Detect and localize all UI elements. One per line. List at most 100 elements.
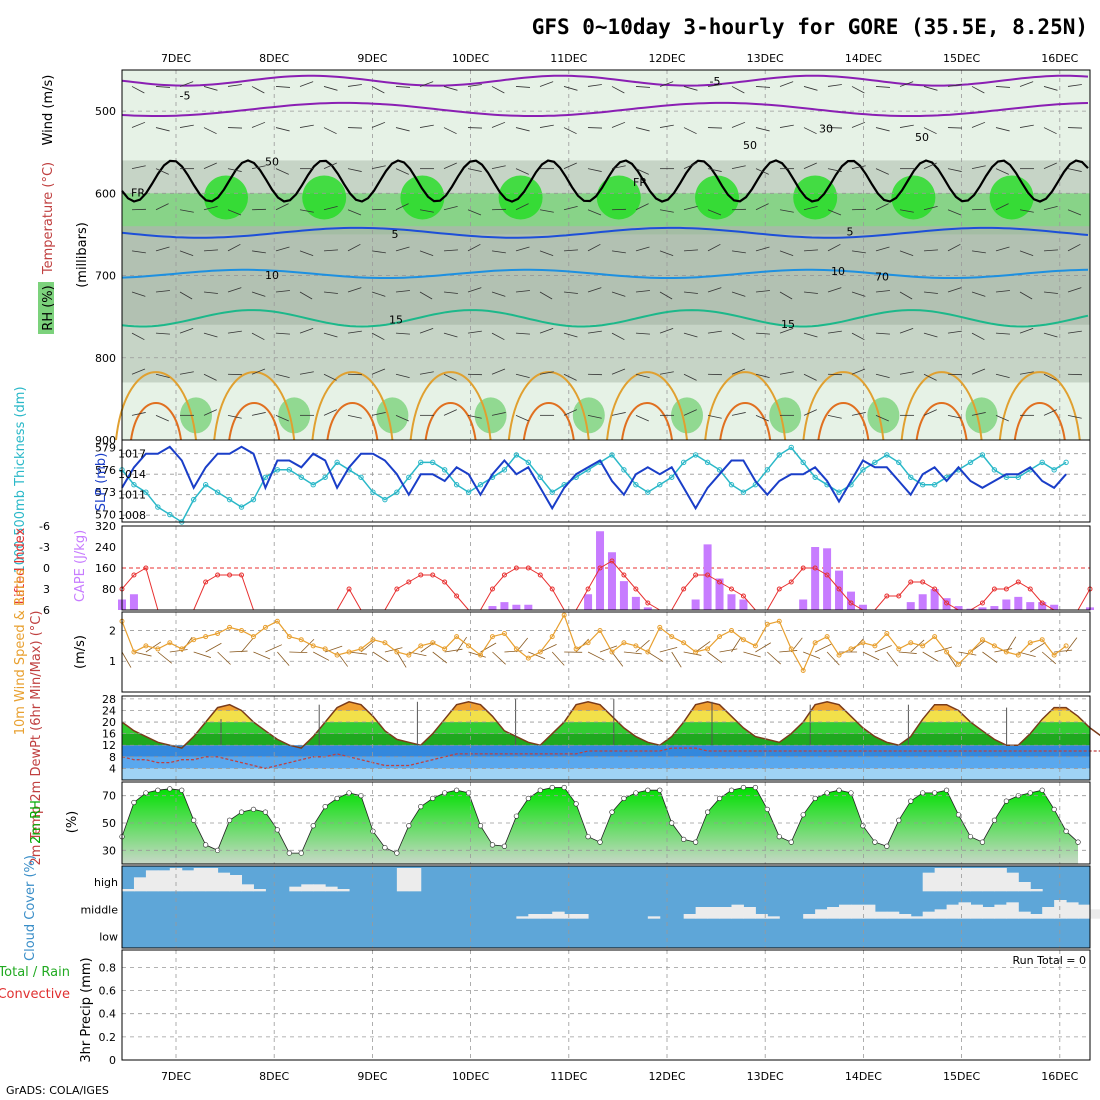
wind10-barb — [647, 651, 664, 662]
cape-lifted-index-panel: -6 -3 0 3 6 320 240 160 80 Lifted Index CAPE (J/kg… — [13, 520, 1094, 617]
wind-barb — [971, 332, 985, 341]
slp-frame — [121, 439, 1091, 523]
wind-barb — [563, 332, 578, 338]
thickness-point — [226, 496, 233, 503]
freezing-level — [121, 159, 1089, 203]
wind-barb — [731, 291, 746, 297]
wind10-point — [298, 637, 304, 643]
precip-convective-label: Convective — [0, 987, 70, 1002]
wind10-point — [442, 646, 448, 652]
wind10-barb — [217, 651, 231, 665]
wind-barb — [803, 373, 817, 381]
lifted-index-point — [991, 586, 997, 592]
contour-label: 10 — [265, 269, 279, 282]
rh2m-point — [203, 842, 209, 848]
rh-moist-core — [989, 175, 1034, 220]
wind10-barb — [767, 651, 781, 665]
lifted-index-point — [1015, 579, 1021, 585]
thickness-point — [406, 474, 412, 480]
cloud-cell-middle — [719, 907, 732, 919]
rh2m-point — [633, 790, 639, 796]
wind-barb — [539, 250, 554, 257]
thickness-point — [167, 511, 173, 518]
wind10-point — [812, 640, 818, 646]
wind10-point — [155, 646, 161, 652]
wind-barb — [947, 209, 962, 216]
lifted-index-point — [788, 579, 794, 585]
lifted-index-point — [645, 600, 651, 606]
wind-barb — [275, 86, 290, 88]
cloud-cell-high — [169, 868, 183, 892]
wind10-point — [250, 634, 256, 640]
wind-barb — [827, 287, 842, 293]
thickness-point — [716, 467, 723, 473]
rh2m-point — [704, 809, 711, 815]
wind-barb — [587, 209, 602, 216]
cloud-axis-label: Cloud Cover (%) — [23, 855, 38, 961]
lifted-index-point — [621, 572, 627, 578]
wind-barb — [587, 84, 602, 87]
rh2m-point — [549, 784, 555, 791]
wind10-barb — [635, 639, 650, 653]
temp-contour-25 — [719, 402, 772, 441]
cape-bar — [966, 608, 975, 610]
wind-barb — [323, 291, 338, 294]
wind10-point — [513, 646, 519, 652]
cloud-cell-high — [193, 868, 207, 892]
thickness-point — [549, 489, 555, 495]
contour-label: FR — [131, 187, 145, 200]
wind10-barb — [360, 640, 376, 653]
cape-frame — [121, 525, 1091, 611]
wind-barb — [851, 291, 866, 297]
wind-barb — [1067, 330, 1082, 334]
wind-barb — [443, 373, 457, 381]
thickness-point — [250, 496, 257, 503]
pressure-tick: 500 — [95, 105, 116, 118]
lifted-index-point — [932, 586, 938, 592]
rh2m-point — [537, 787, 543, 793]
cloud-cell-middle — [803, 914, 816, 919]
thickness-point — [477, 482, 484, 488]
wind-barb — [827, 414, 842, 419]
cape-bar — [811, 547, 820, 610]
thickness-point — [609, 452, 615, 458]
wind10-units-label: (m/s) — [73, 635, 88, 669]
wind-barb — [875, 203, 889, 211]
rh2m-point — [489, 842, 496, 848]
wind10-barb — [671, 651, 682, 668]
rh2m-point — [525, 795, 531, 802]
wind-barb — [827, 168, 842, 172]
cloud-cell-high — [1018, 882, 1031, 892]
wind-barb — [971, 165, 986, 170]
contour-label: 50 — [915, 131, 929, 144]
temp-contour-20 — [507, 371, 590, 441]
wind-barb — [515, 168, 529, 175]
rh-axis-label: RH (%) — [41, 285, 56, 330]
cloud-cell-high — [958, 868, 971, 892]
temp-contour-25 — [130, 402, 182, 441]
wind-barb — [923, 409, 937, 416]
wind-barb — [419, 124, 434, 128]
cape-bar — [584, 594, 593, 610]
rh2m-point — [836, 787, 842, 793]
thickness-point — [764, 467, 771, 473]
wind-barb — [1019, 209, 1034, 213]
wind-barb — [779, 327, 794, 334]
wind10-point — [657, 624, 663, 630]
rh2m-point — [442, 790, 448, 796]
wind-barb — [899, 327, 914, 334]
rh2m-point — [967, 834, 974, 840]
wind-barb — [443, 206, 458, 211]
wind-barb — [827, 84, 842, 87]
date-label-bottom: 12DEC — [648, 1070, 685, 1083]
rh2m-point — [1027, 790, 1033, 796]
lifted-index-point — [143, 565, 149, 571]
rh2m-units-label: (%) — [65, 811, 80, 834]
wind-barb — [779, 371, 794, 375]
wind-barb — [563, 162, 577, 170]
cloud-cell-middle — [958, 902, 971, 919]
date-label-bottom: 7DEC — [161, 1070, 191, 1083]
wind-barb — [947, 84, 962, 87]
rh2m-point — [991, 817, 997, 823]
